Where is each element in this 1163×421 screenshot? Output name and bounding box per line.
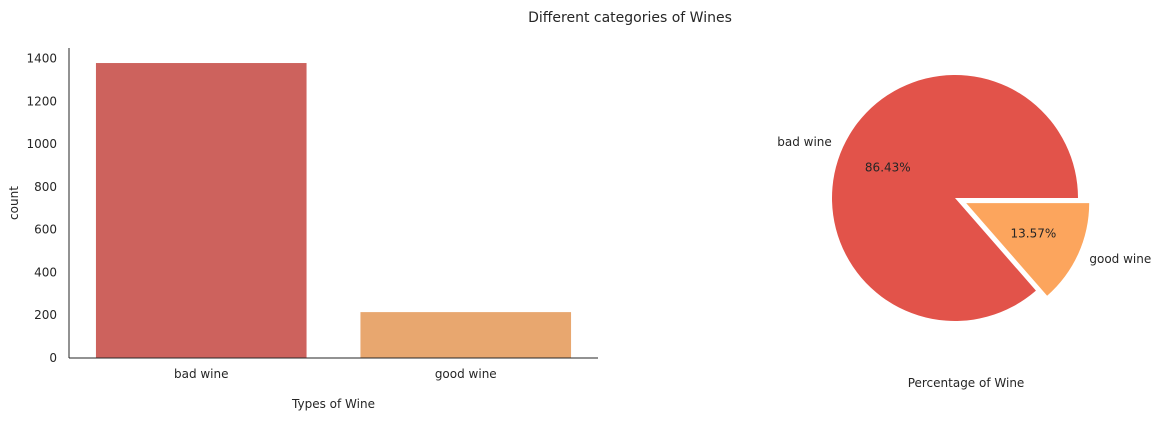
x-tick-label: bad wine bbox=[174, 367, 229, 381]
y-tick-label: 600 bbox=[34, 223, 57, 237]
y-tick-label: 200 bbox=[34, 308, 57, 322]
y-tick-label: 400 bbox=[34, 265, 57, 279]
pie-slice-good-wine bbox=[966, 203, 1090, 296]
figure-title: Different categories of Wines bbox=[528, 10, 732, 26]
y-ticks: 0 200 400 600 800 1000 1200 1400 bbox=[26, 52, 57, 365]
pie-category-label: bad wine bbox=[777, 135, 832, 149]
pie-chart: bad wine 86.43% good wine 13.57% Percentage… bbox=[777, 75, 1151, 390]
y-axis-label: count bbox=[7, 186, 21, 220]
pie-percent-label: 86.43% bbox=[865, 160, 911, 174]
y-tick-label: 1000 bbox=[26, 137, 57, 151]
y-tick-label: 1400 bbox=[26, 52, 57, 66]
pie-slice-bad-wine bbox=[831, 75, 1078, 321]
pie-category-label: good wine bbox=[1089, 252, 1151, 266]
y-tick-label: 800 bbox=[34, 180, 57, 194]
y-tick-label: 1200 bbox=[26, 94, 57, 108]
bar-marks bbox=[94, 62, 573, 359]
x-ticks: bad wine good wine bbox=[174, 367, 497, 381]
bar-chart: 0 200 400 600 800 1000 1200 1400 bad wine good w… bbox=[7, 48, 598, 411]
pie-x-axis-label: Percentage of Wine bbox=[908, 376, 1025, 390]
x-tick-label: good wine bbox=[435, 367, 497, 381]
bar-bad-wine bbox=[94, 62, 308, 359]
pie-labels: bad wine 86.43% good wine 13.57% bbox=[777, 135, 1151, 266]
y-tick-label: 0 bbox=[49, 351, 57, 365]
pie-slices bbox=[831, 75, 1090, 321]
x-axis-label: Types of Wine bbox=[291, 397, 375, 411]
bar-good-wine bbox=[359, 311, 573, 359]
pie-percent-label: 13.57% bbox=[1011, 227, 1057, 241]
